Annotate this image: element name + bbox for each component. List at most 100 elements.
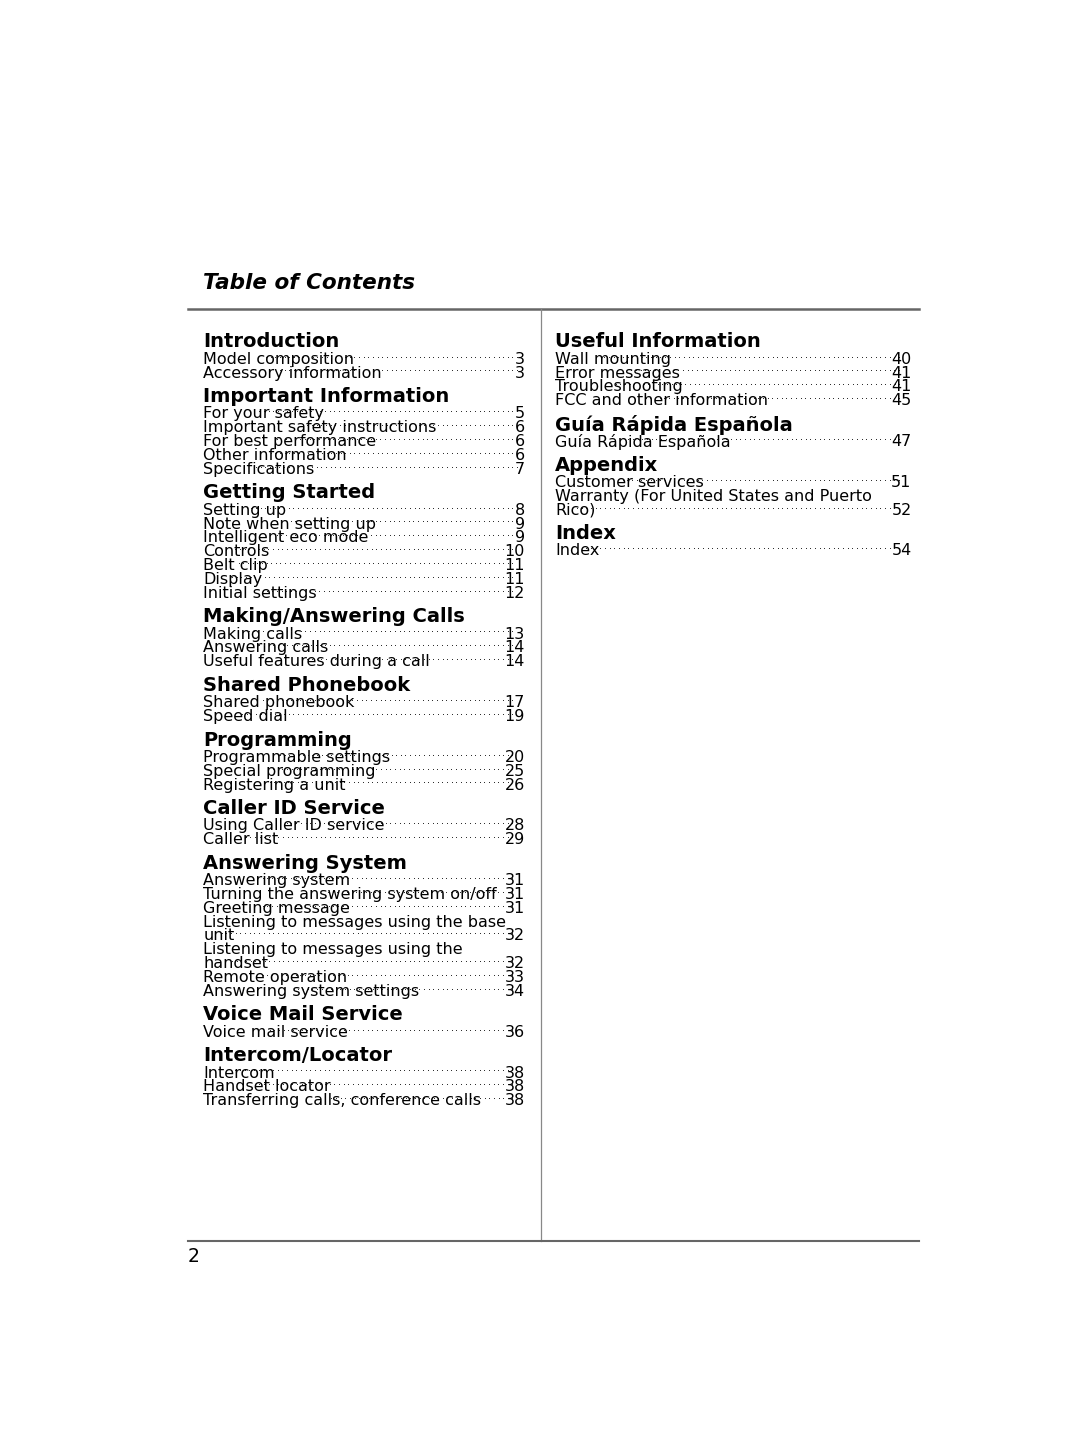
- Text: 11: 11: [504, 572, 525, 587]
- Text: 47: 47: [891, 434, 912, 449]
- Text: Making/Answering Calls: Making/Answering Calls: [203, 607, 465, 626]
- Text: Intercom: Intercom: [203, 1066, 274, 1080]
- Text: 11: 11: [504, 559, 525, 573]
- Text: Making calls: Making calls: [203, 626, 302, 642]
- Text: Speed dial: Speed dial: [203, 709, 288, 724]
- Text: Specifications: Specifications: [203, 462, 314, 477]
- Text: Table of Contents: Table of Contents: [203, 273, 415, 293]
- Text: Shared phonebook: Shared phonebook: [203, 695, 354, 711]
- Text: Important safety instructions: Important safety instructions: [203, 421, 436, 435]
- Text: Intercom/Locator: Intercom/Locator: [203, 1047, 392, 1066]
- Text: Registering a unit: Registering a unit: [203, 777, 346, 793]
- Text: 6: 6: [515, 448, 525, 462]
- Text: 45: 45: [891, 393, 912, 408]
- Text: Answering System: Answering System: [203, 854, 407, 873]
- Text: Useful features during a call: Useful features during a call: [203, 655, 430, 669]
- Text: 36: 36: [504, 1025, 525, 1040]
- Text: 40: 40: [891, 352, 912, 366]
- Text: 31: 31: [504, 873, 525, 887]
- Text: 38: 38: [504, 1066, 525, 1080]
- Text: 41: 41: [891, 366, 912, 381]
- Text: Introduction: Introduction: [203, 333, 339, 352]
- Text: Remote operation: Remote operation: [203, 971, 348, 985]
- Text: Caller ID Service: Caller ID Service: [203, 798, 386, 819]
- Text: 38: 38: [504, 1093, 525, 1109]
- Text: 26: 26: [504, 777, 525, 793]
- Text: Listening to messages using the: Listening to messages using the: [203, 942, 463, 958]
- Text: 13: 13: [504, 626, 525, 642]
- Text: Listening to messages using the base: Listening to messages using the base: [203, 915, 507, 929]
- Text: 10: 10: [504, 544, 525, 559]
- Text: 7: 7: [515, 462, 525, 477]
- Text: handset: handset: [203, 956, 268, 971]
- Text: Caller list: Caller list: [203, 833, 279, 847]
- Text: 33: 33: [504, 971, 525, 985]
- Text: 12: 12: [504, 586, 525, 600]
- Text: 31: 31: [504, 887, 525, 902]
- Text: 28: 28: [504, 819, 525, 833]
- Text: Controls: Controls: [203, 544, 269, 559]
- Text: Model composition: Model composition: [203, 352, 354, 366]
- Text: 14: 14: [504, 640, 525, 655]
- Text: Voice Mail Service: Voice Mail Service: [203, 1005, 403, 1024]
- Text: Guía Rápida Española: Guía Rápida Española: [555, 415, 793, 435]
- Text: Warranty (For United States and Puerto: Warranty (For United States and Puerto: [555, 488, 872, 504]
- Text: For your safety: For your safety: [203, 406, 324, 421]
- Text: Voice mail service: Voice mail service: [203, 1025, 348, 1040]
- Text: 31: 31: [504, 900, 525, 916]
- Text: Index: Index: [555, 524, 616, 543]
- Text: 32: 32: [504, 956, 525, 971]
- Text: FCC and other information: FCC and other information: [555, 393, 768, 408]
- Text: 14: 14: [504, 655, 525, 669]
- Text: 32: 32: [504, 929, 525, 943]
- Text: 2: 2: [188, 1248, 200, 1267]
- Text: Index: Index: [555, 543, 599, 559]
- Text: 20: 20: [504, 750, 525, 765]
- Text: Customer services: Customer services: [555, 475, 704, 490]
- Text: 25: 25: [504, 764, 525, 778]
- Text: Belt clip: Belt clip: [203, 559, 268, 573]
- Text: Rico): Rico): [555, 503, 595, 517]
- Text: Note when setting up: Note when setting up: [203, 517, 376, 531]
- Text: 6: 6: [515, 434, 525, 449]
- Text: 52: 52: [891, 503, 912, 517]
- Text: Transferring calls, conference calls: Transferring calls, conference calls: [203, 1093, 482, 1109]
- Text: Handset locator: Handset locator: [203, 1080, 330, 1094]
- Text: 3: 3: [515, 352, 525, 366]
- Text: Error messages: Error messages: [555, 366, 680, 381]
- Text: 6: 6: [515, 421, 525, 435]
- Text: Programmable settings: Programmable settings: [203, 750, 390, 765]
- Text: Answering calls: Answering calls: [203, 640, 328, 655]
- Text: Guía Rápida Española: Guía Rápida Española: [555, 434, 731, 449]
- Text: 9: 9: [515, 530, 525, 546]
- Text: Appendix: Appendix: [555, 455, 659, 475]
- Text: unit: unit: [203, 929, 234, 943]
- Text: Troubleshooting: Troubleshooting: [555, 379, 683, 395]
- Text: Special programming: Special programming: [203, 764, 376, 778]
- Text: Answering system: Answering system: [203, 873, 350, 887]
- Text: Getting Started: Getting Started: [203, 484, 376, 503]
- Text: Intelligent eco mode: Intelligent eco mode: [203, 530, 368, 546]
- Text: 29: 29: [504, 833, 525, 847]
- Text: 51: 51: [891, 475, 912, 490]
- Text: Setting up: Setting up: [203, 503, 286, 517]
- Text: Turning the answering system on/off: Turning the answering system on/off: [203, 887, 497, 902]
- Text: Shared Phonebook: Shared Phonebook: [203, 676, 410, 695]
- Text: 5: 5: [515, 406, 525, 421]
- Text: 34: 34: [504, 984, 525, 999]
- Text: Important Information: Important Information: [203, 388, 449, 406]
- Text: 17: 17: [504, 695, 525, 711]
- Text: Other information: Other information: [203, 448, 347, 462]
- Text: Wall mounting: Wall mounting: [555, 352, 671, 366]
- Text: Greeting message: Greeting message: [203, 900, 350, 916]
- Text: Accessory information: Accessory information: [203, 366, 382, 381]
- Text: 19: 19: [504, 709, 525, 724]
- Text: Using Caller ID service: Using Caller ID service: [203, 819, 384, 833]
- Text: 3: 3: [515, 366, 525, 381]
- Text: 54: 54: [891, 543, 912, 559]
- Text: 38: 38: [504, 1080, 525, 1094]
- Text: Answering system settings: Answering system settings: [203, 984, 419, 999]
- Text: Programming: Programming: [203, 731, 352, 750]
- Text: For best performance: For best performance: [203, 434, 376, 449]
- Text: Display: Display: [203, 572, 262, 587]
